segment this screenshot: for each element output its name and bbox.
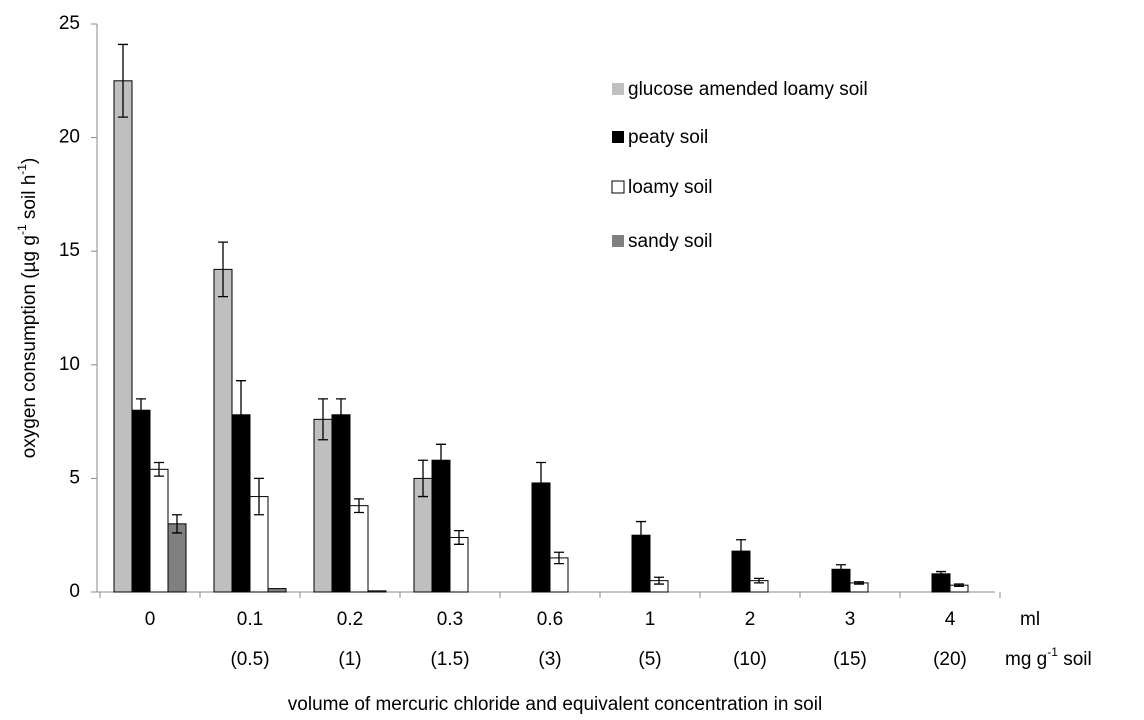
bar: [267, 588, 287, 593]
bar: [349, 505, 369, 593]
error-bar: [736, 539, 746, 564]
error-bar: [118, 43, 128, 118]
y-axis-label: oxygen consumption (µg g-1 soil h-1): [15, 158, 40, 459]
x-row-label: ml: [1020, 609, 1040, 630]
bar: [331, 414, 351, 593]
bar: [167, 523, 187, 593]
text-part: ml: [1020, 609, 1040, 630]
x-tick-sublabel: (3): [538, 649, 561, 670]
bar: [367, 590, 387, 593]
error-bar: [636, 520, 646, 550]
legend-label: loamy soil: [628, 177, 712, 198]
y-tick-label: 20: [59, 127, 80, 148]
text-part: ): [19, 158, 40, 164]
superscript: -1: [15, 164, 29, 175]
error-bar: [554, 551, 564, 565]
x-tick-label: 0.6: [537, 609, 563, 630]
bar: [213, 268, 233, 593]
y-tick-label: 25: [59, 13, 80, 34]
text-part: soil: [1058, 649, 1092, 670]
text-part: oxygen consumption (µg g: [19, 235, 40, 458]
error-bar: [854, 581, 864, 585]
y-tick-label: 15: [59, 240, 80, 261]
x-tick-label: 3: [845, 609, 856, 630]
y-tick-label: 5: [69, 467, 80, 488]
x-tick-label: 2: [745, 609, 756, 630]
error-bar: [836, 564, 846, 575]
x-tick-label: 0.1: [237, 609, 263, 630]
text-part: mg g: [1005, 649, 1047, 670]
superscript: -1: [1047, 645, 1058, 659]
error-bar: [754, 577, 764, 584]
error-bar: [236, 380, 246, 450]
error-bar: [936, 570, 946, 577]
error-bar: [154, 461, 164, 477]
text-part: soil h: [19, 175, 40, 225]
x-tick-sublabel: (15): [833, 649, 867, 670]
y-tick-label: 0: [69, 581, 80, 602]
legend-label: sandy soil: [628, 231, 713, 252]
error-bar: [354, 498, 364, 514]
legend-swatch: [611, 180, 625, 194]
bar: [313, 418, 333, 593]
x-tick-sublabel: (1.5): [430, 649, 469, 670]
x-tick-label: 0.3: [437, 609, 463, 630]
x-tick-label: 0: [145, 609, 156, 630]
error-bar: [454, 530, 464, 545]
superscript: -1: [15, 224, 29, 235]
x-axis-label: volume of mercuric chloride and equivale…: [288, 694, 822, 715]
legend-label: peaty soil: [628, 127, 708, 148]
bar: [131, 409, 151, 593]
error-bar: [436, 443, 446, 477]
error-bar: [418, 459, 428, 498]
x-row-label: mg g-1 soil: [1005, 645, 1092, 670]
x-tick-sublabel: (1): [338, 649, 361, 670]
bar: [113, 80, 133, 593]
error-bar: [336, 398, 346, 432]
bar: [149, 468, 169, 593]
legend-swatch: [612, 235, 624, 247]
error-bar: [654, 576, 664, 585]
error-bar: [318, 398, 328, 441]
legend-swatch: [612, 83, 624, 95]
error-bar: [254, 477, 264, 516]
bar: [449, 536, 469, 593]
x-tick-label: 0.2: [337, 609, 363, 630]
error-bar: [218, 241, 228, 298]
error-bar: [136, 398, 146, 423]
y-tick-label: 10: [59, 354, 80, 375]
x-tick-label: 4: [945, 609, 956, 630]
error-bar: [172, 514, 182, 534]
x-tick-sublabel: (20): [933, 649, 967, 670]
legend-label: glucose amended loamy soil: [628, 79, 868, 100]
x-tick-sublabel: (10): [733, 649, 767, 670]
error-bar: [536, 461, 546, 505]
x-tick-sublabel: (0.5): [230, 649, 269, 670]
x-tick-label: 1: [645, 609, 656, 630]
x-tick-sublabel: (5): [638, 649, 661, 670]
legend-swatch: [612, 131, 624, 143]
error-bar: [954, 583, 964, 587]
bar: [431, 459, 451, 593]
